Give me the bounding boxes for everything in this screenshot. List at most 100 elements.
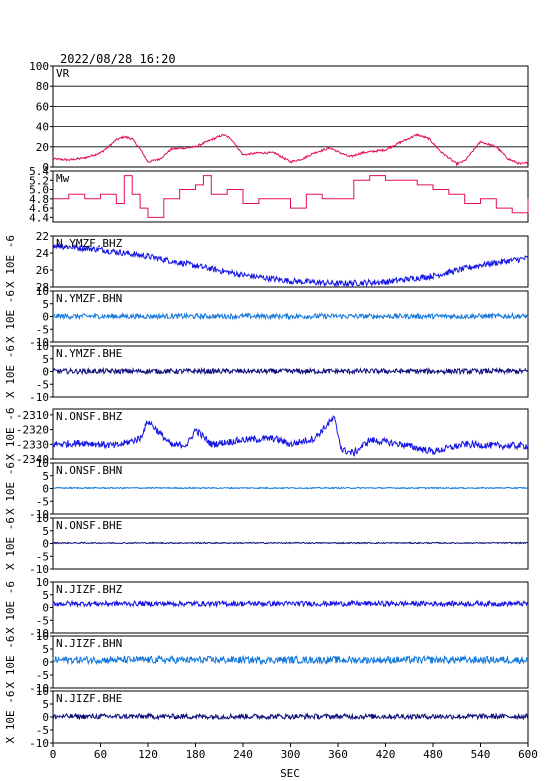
waveform-trace (53, 242, 529, 288)
panel-title: N.YMZF.BHE (56, 347, 122, 360)
y-tick-label: 10 (36, 457, 49, 470)
waveform-trace (52, 654, 529, 666)
waveform-trace (52, 541, 529, 545)
y-tick-label: 5 (42, 643, 49, 656)
y-tick-label: 26 (36, 264, 49, 277)
x-axis-label: SEC (280, 767, 300, 780)
y-tick-label: -5 (36, 669, 49, 682)
panel-frame (52, 235, 529, 288)
y-axis-label: X 10E -6 (4, 462, 17, 515)
y-tick-label: 0 (42, 656, 49, 669)
y-tick-label: 10 (36, 340, 49, 353)
y-tick-label: 60 (36, 100, 49, 113)
x-tick-label: 480 (423, 748, 443, 761)
panel-frame (52, 408, 529, 460)
panel-title: N.JIZF.BHE (56, 692, 122, 705)
waveform-trace (52, 415, 529, 457)
y-tick-label: 5 (42, 353, 49, 366)
y-tick-label: -5 (36, 378, 49, 391)
x-tick-label: 300 (281, 748, 301, 761)
time-axis: 0 60 120 180 240 300 360 420 480 540 600 (50, 743, 538, 761)
y-tick-label: 4.8 (29, 193, 49, 206)
y-tick-label: 0 (42, 311, 49, 324)
y-tick-label: -10 (29, 682, 49, 695)
y-tick-label: -10 (29, 336, 49, 349)
panel-frame (52, 65, 529, 168)
y-tick-label: 40 (36, 121, 49, 134)
y-tick-label: 5.4 (29, 165, 49, 178)
y-axis-label: X 10E -6 (4, 691, 17, 744)
y-tick-label: 5 (42, 525, 49, 538)
y-tick-label: 5 (42, 470, 49, 483)
x-tick-label: 180 (186, 748, 206, 761)
x-tick-label: 60 (94, 748, 107, 761)
y-tick-label: 5 (42, 298, 49, 311)
y-tick-label: -2320 (16, 424, 49, 437)
record-datetime: 2022/08/28 16:20 (60, 52, 176, 66)
panel-title: N.YMZF.BHN (56, 292, 122, 305)
waveform-trace (52, 132, 528, 167)
x-tick-label: 360 (328, 748, 348, 761)
waveform-trace (52, 486, 529, 490)
y-tick-label: 10 (36, 630, 49, 643)
waveform-trace (53, 175, 529, 218)
y-tick-label: 0 (42, 483, 49, 496)
x-tick-label: 600 (518, 748, 538, 761)
y-tick-label: -10 (29, 391, 49, 404)
waveform-trace (52, 599, 529, 609)
y-tick-label: 5.2 (29, 174, 49, 187)
panel-title: N.ONSF.BHZ (56, 410, 123, 423)
y-tick-label: -10 (29, 627, 49, 640)
y-axis-label: X 10E -6 (4, 408, 17, 461)
panel-title: N.ONSF.BHN (56, 464, 122, 477)
panel-title: N.YMZF.BHZ (56, 237, 123, 250)
y-tick-label: 20 (36, 141, 49, 154)
y-tick-label: -5 (36, 495, 49, 508)
y-tick-label: 5 (42, 698, 49, 711)
y-axis-label: X 10E -6 (4, 636, 17, 689)
y-tick-label: 0 (42, 711, 49, 724)
panel-title: Mw (56, 172, 70, 185)
panel: 4.44.64.85.05.25.4 Mw (29, 165, 529, 224)
y-axis-label: X 10E -6 (4, 235, 17, 288)
y-tick-label: 5 (42, 589, 49, 602)
panel-title: N.JIZF.BHZ (56, 583, 123, 596)
y-tick-label: -10 (29, 563, 49, 576)
y-tick-label: 10 (36, 285, 49, 298)
y-tick-label: -10 (29, 508, 49, 521)
waveform-trace (52, 366, 529, 376)
y-tick-label: 22 (36, 230, 49, 243)
panel: 0 20 40 60 80 100 VR (29, 60, 529, 174)
x-tick-label: 120 (138, 748, 158, 761)
x-tick-label: 420 (376, 748, 396, 761)
y-axis-label: X 10E -6 (4, 345, 17, 398)
waveform-trace (52, 311, 529, 321)
y-tick-label: 10 (36, 685, 49, 698)
y-axis-label: X 10E -6 (4, 517, 17, 570)
y-tick-label: -2310 (16, 409, 49, 422)
y-tick-label: -5 (36, 323, 49, 336)
panel-stack: 020406080100VR4.44.64.85.05.25.4Mw222426… (4, 60, 529, 750)
y-tick-label: 24 (36, 247, 50, 260)
y-tick-label: -10 (29, 737, 49, 750)
y-tick-label: 28 (36, 281, 49, 294)
panel-title: VR (56, 67, 70, 80)
y-tick-label: 4.6 (29, 202, 49, 215)
x-tick-label: 0 (50, 748, 57, 761)
y-tick-label: 5.0 (29, 184, 49, 197)
y-tick-label: 0 (42, 366, 49, 379)
panel-title: N.ONSF.BHE (56, 519, 122, 532)
y-tick-label: 10 (36, 576, 49, 589)
y-tick-label: -5 (36, 614, 49, 627)
waveform-trace (52, 712, 529, 721)
panel: 22 24 26 28 X 10E -6 N.YMZF.BHZ (4, 230, 529, 294)
